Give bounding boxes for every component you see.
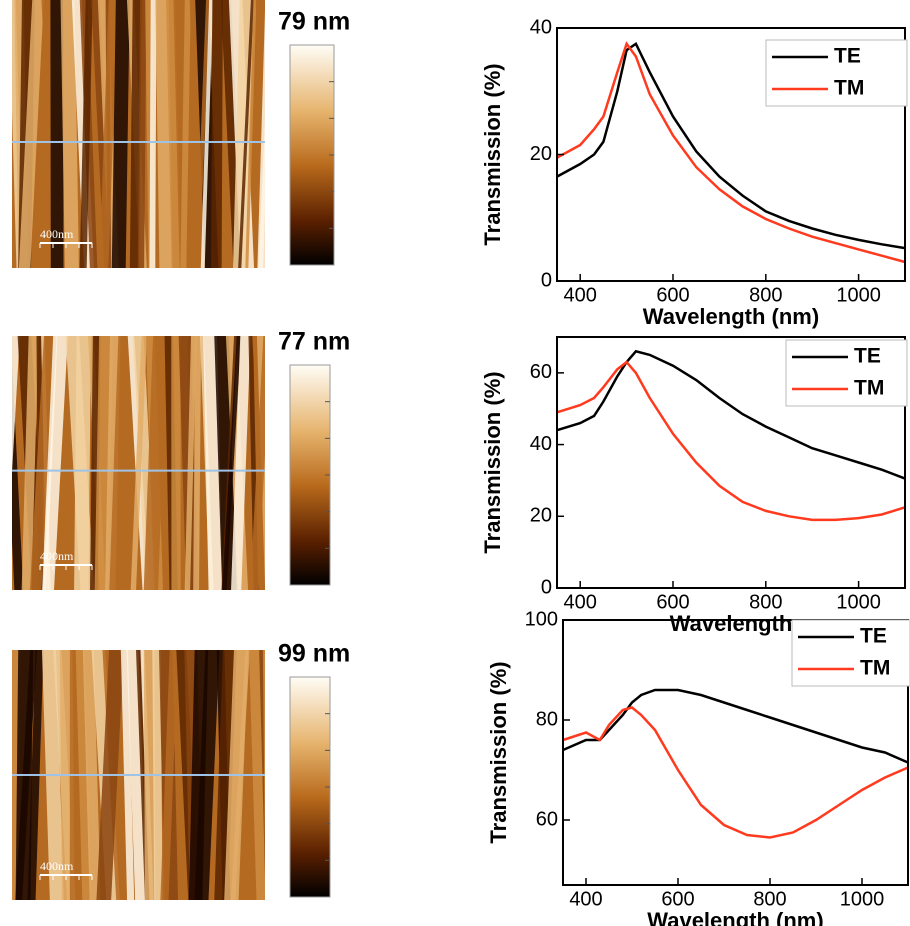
afm-stripe (42, 336, 68, 590)
afm-stripe (238, 0, 255, 268)
afm-stripe (250, 336, 265, 590)
x-tick-label: 1000 (840, 888, 885, 910)
scale-bar-label: 400nm (40, 859, 74, 873)
x-tick-label: 800 (749, 591, 782, 613)
afm-stripe (21, 336, 39, 590)
series-line (556, 41, 906, 264)
y-tick-label: 60 (536, 808, 558, 830)
afm-stripe (149, 0, 157, 268)
x-tick-label: 400 (569, 888, 602, 910)
y-tick-label: 100 (525, 608, 558, 630)
afm-image: 400nm 79 nm (0, 0, 350, 268)
afm-stripe (137, 0, 147, 268)
afm-stripe (222, 336, 242, 590)
series-line (556, 349, 906, 480)
height-label: 79 nm (278, 8, 350, 36)
afm-stripe (50, 0, 64, 268)
afm-stripe (29, 336, 56, 590)
afm-stripe (258, 117, 265, 268)
afm-stripe (245, 0, 257, 268)
afm-texture (12, 336, 290, 590)
afm-stripe (214, 336, 237, 590)
afm-stripe (4, 0, 11, 268)
afm-stripe (270, 336, 290, 590)
x-axis-label: Wavelength (nm) (643, 304, 819, 329)
legend-label: TE (860, 625, 887, 648)
afm-stripe (166, 0, 181, 268)
afm-stripe (180, 0, 191, 268)
y-axis-label: Transmission (%) (486, 661, 511, 843)
afm-image: 400nm 77 nm (12, 328, 350, 590)
afm-stripe (111, 0, 130, 268)
plot-frame (562, 619, 909, 886)
afm-stripe (274, 336, 279, 590)
height-label: 77 nm (278, 328, 350, 356)
series-line (562, 706, 909, 839)
y-tick-label: 60 (530, 361, 552, 383)
series-line (556, 41, 906, 250)
y-axis-label: Transmission (%) (480, 371, 505, 553)
x-axis-label: Wavelength (nm) (647, 908, 823, 926)
afm-stripe (262, 650, 265, 860)
afm-stripe (0, 650, 11, 900)
height-label: 99 nm (278, 640, 350, 668)
y-tick-label: 40 (530, 433, 552, 455)
afm-stripe (109, 336, 131, 590)
afm-stripe (184, 336, 197, 590)
y-tick-label: 20 (530, 143, 552, 165)
legend-label: TM (854, 377, 884, 400)
afm-stripe (171, 336, 181, 590)
afm-stripe (74, 336, 91, 590)
y-tick-label: 0 (541, 576, 552, 598)
y-axis-label: Transmission (%) (480, 63, 505, 245)
afm-stripe (12, 336, 20, 473)
y-tick-label: 20 (530, 505, 552, 527)
afm-stripe (2, 650, 10, 900)
legend-box (765, 39, 908, 107)
series-line (556, 360, 906, 522)
afm-stripe (143, 336, 168, 590)
series-line (562, 688, 909, 764)
x-tick-label: 800 (753, 888, 786, 910)
afm-image: 400nm 99 nm (0, 640, 350, 900)
scale-bar-label: 400nm (40, 227, 74, 241)
plot-frame (556, 336, 906, 589)
afm-stripe (195, 0, 210, 268)
afm-stripe (18, 0, 44, 268)
colorbar (289, 44, 335, 266)
x-tick-label: 600 (656, 591, 689, 613)
afm-stripe (130, 336, 147, 590)
x-tick-label: 400 (564, 284, 597, 306)
afm-texture (0, 0, 265, 268)
x-tick-label: 600 (656, 284, 689, 306)
x-axis-label: Wavelength (670, 611, 793, 636)
legend-box (785, 339, 908, 407)
colorbar (289, 364, 331, 586)
x-tick-label: 800 (749, 284, 782, 306)
legend-label: TE (834, 45, 861, 68)
y-tick-label: 0 (541, 269, 552, 291)
x-tick-label: 1000 (836, 591, 881, 613)
afm-stripe (193, 336, 202, 590)
legend-label: TM (860, 657, 890, 680)
colorbar (289, 676, 331, 898)
legend-label: TE (854, 345, 881, 368)
afm-stripe (0, 0, 5, 268)
scale-bar-label: 400nm (40, 549, 74, 563)
x-tick-label: 600 (661, 888, 694, 910)
x-tick-label: 1000 (836, 284, 881, 306)
afm-stripe (211, 0, 223, 268)
afm-stripe (79, 0, 93, 268)
legend-label: TM (834, 77, 864, 100)
afm-stripe (231, 336, 251, 590)
y-tick-label: 80 (536, 708, 558, 730)
afm-stripe (200, 0, 214, 268)
afm-stripe (60, 0, 79, 268)
y-tick-label: 40 (530, 16, 552, 38)
afm-stripe (99, 0, 118, 268)
x-tick-label: 400 (564, 591, 597, 613)
legend-box (791, 619, 910, 687)
